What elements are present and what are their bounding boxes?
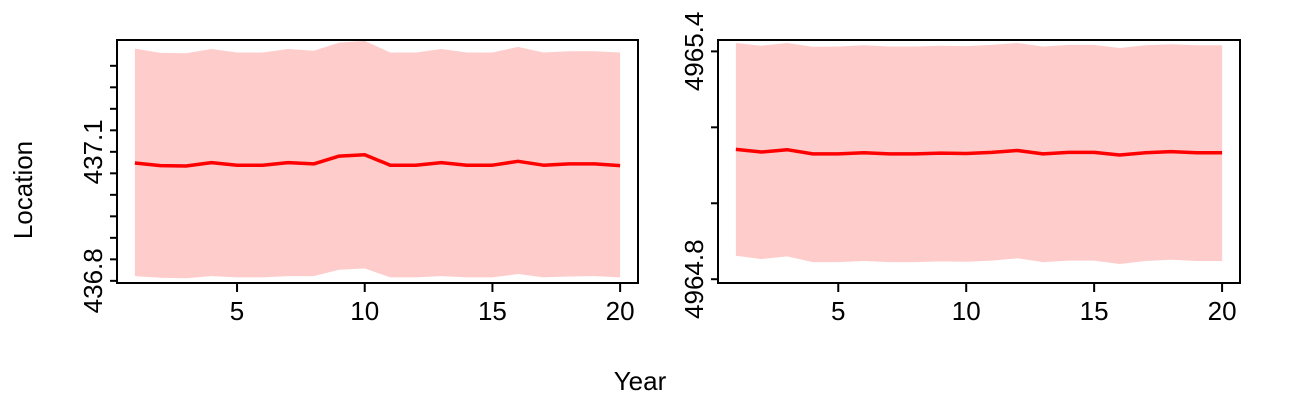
x-tick-label: 10 [952, 296, 981, 326]
x-tick-label: 20 [1208, 296, 1237, 326]
plot-frame [116, 39, 639, 284]
y-tick-label: 437.1 [78, 119, 108, 184]
x-tick-label: 15 [478, 296, 507, 326]
y-tick-label: 4964.8 [679, 239, 709, 319]
x-tick-label: 20 [606, 296, 635, 326]
x-tick-label: 5 [831, 296, 845, 326]
x-tick-label: 5 [230, 296, 244, 326]
panel-right: 5 10 15 20 4964.8 4965.4 [679, 12, 1241, 326]
y-axis-title: Location [8, 141, 38, 239]
panel-left: 5 10 15 20 436.8 437.1 [78, 39, 639, 326]
x-axis-title: Year [614, 366, 667, 396]
x-tick-label: 10 [350, 296, 379, 326]
series-line [134, 153, 621, 168]
series-line [735, 147, 1223, 157]
plot-frame [717, 39, 1241, 284]
y-tick-label: 4965.4 [679, 12, 709, 92]
y-tick-label: 436.8 [78, 248, 108, 313]
x-tick-label: 15 [1080, 296, 1109, 326]
